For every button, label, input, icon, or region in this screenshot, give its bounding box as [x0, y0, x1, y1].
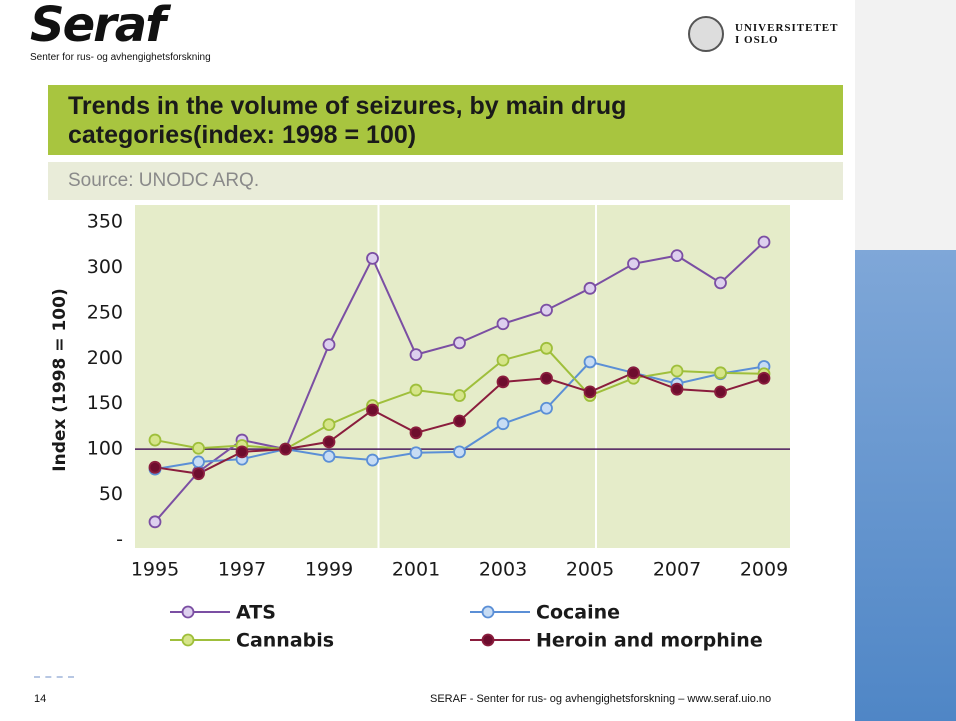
y-tick-label: 50	[99, 483, 123, 505]
data-point	[322, 450, 336, 463]
data-point	[627, 257, 640, 271]
source-band	[48, 162, 843, 200]
legend-marker	[181, 633, 195, 647]
data-point	[670, 249, 684, 263]
data-point	[409, 446, 423, 460]
data-point	[192, 467, 205, 481]
university-name: UNIVERSITETET I OSLO	[735, 22, 838, 46]
x-tick-label: 2009	[740, 559, 788, 581]
x-tick-label: 2001	[392, 559, 440, 581]
x-tick-label: 1999	[305, 559, 353, 581]
decoration	[34, 676, 74, 680]
data-point	[409, 383, 423, 397]
y-tick-label: 300	[87, 256, 123, 278]
data-point	[453, 389, 466, 402]
data-point	[148, 460, 162, 474]
data-point	[496, 353, 510, 367]
data-point	[540, 341, 553, 355]
data-point	[409, 348, 423, 362]
data-point	[714, 276, 727, 290]
y-tick-label: 200	[87, 347, 123, 369]
data-point	[583, 281, 597, 295]
data-point	[366, 403, 379, 417]
side-image	[855, 0, 956, 721]
data-point	[583, 385, 597, 399]
data-point	[322, 435, 336, 449]
legend-label: Heroin and morphine	[536, 630, 763, 652]
legend-label: ATS	[236, 602, 276, 624]
data-point	[540, 303, 553, 317]
data-point	[148, 433, 162, 447]
data-point	[192, 441, 205, 455]
university-seal	[688, 16, 724, 52]
legend-label: Cannabis	[236, 630, 334, 652]
data-point	[757, 371, 771, 385]
legend-marker	[481, 605, 495, 619]
page-number: 14	[34, 693, 47, 705]
data-point	[670, 364, 684, 378]
data-point	[714, 385, 727, 399]
chart-subtitle: Source: UNODC ARQ.	[68, 170, 260, 191]
data-point	[453, 414, 466, 428]
legend-marker	[481, 633, 495, 647]
data-point	[714, 366, 727, 380]
data-point	[322, 418, 336, 432]
legend-label: Cocaine	[536, 602, 620, 624]
footer-text: SERAF - Senter for rus- og avhengighetsf…	[430, 693, 772, 705]
y-tick-label: 250	[87, 301, 123, 323]
logo: Seraf	[30, 0, 166, 53]
data-point	[235, 445, 249, 459]
x-tick-label: 2007	[653, 559, 701, 581]
logo-subtitle: Senter for rus- og avhengighetsforskning	[30, 52, 211, 63]
x-tick-label: 1995	[131, 559, 179, 581]
university-line: I OSLO	[735, 34, 779, 46]
x-tick-label: 2003	[479, 559, 527, 581]
data-point	[496, 417, 510, 431]
data-point	[540, 371, 553, 385]
chart-title: Trends in the volume of seizures, by mai…	[68, 92, 627, 149]
x-tick-label: 1997	[218, 559, 266, 581]
y-tick-label: 150	[87, 392, 123, 414]
data-point	[192, 455, 205, 469]
data-point	[757, 235, 771, 249]
title-band	[48, 85, 843, 155]
plot-background	[135, 205, 790, 548]
university-line: UNIVERSITETET	[735, 22, 839, 34]
y-tick-label: -	[116, 529, 123, 551]
data-point	[627, 366, 640, 380]
data-point	[366, 251, 379, 265]
y-tick-label: 100	[87, 438, 123, 460]
data-point	[496, 317, 510, 331]
data-point	[670, 382, 684, 396]
data-point	[279, 442, 292, 456]
data-point	[148, 515, 162, 529]
data-point	[496, 375, 510, 389]
data-point	[322, 338, 336, 352]
y-tick-label: 350	[87, 211, 123, 233]
legend-marker	[181, 605, 195, 619]
data-point	[540, 401, 553, 415]
data-point	[453, 336, 466, 350]
data-point	[453, 445, 466, 459]
y-axis-label: Index (1998 = 100)	[50, 288, 70, 471]
x-tick-label: 2005	[566, 559, 614, 581]
data-point	[409, 426, 423, 440]
data-point	[366, 453, 379, 467]
data-point	[583, 355, 597, 369]
